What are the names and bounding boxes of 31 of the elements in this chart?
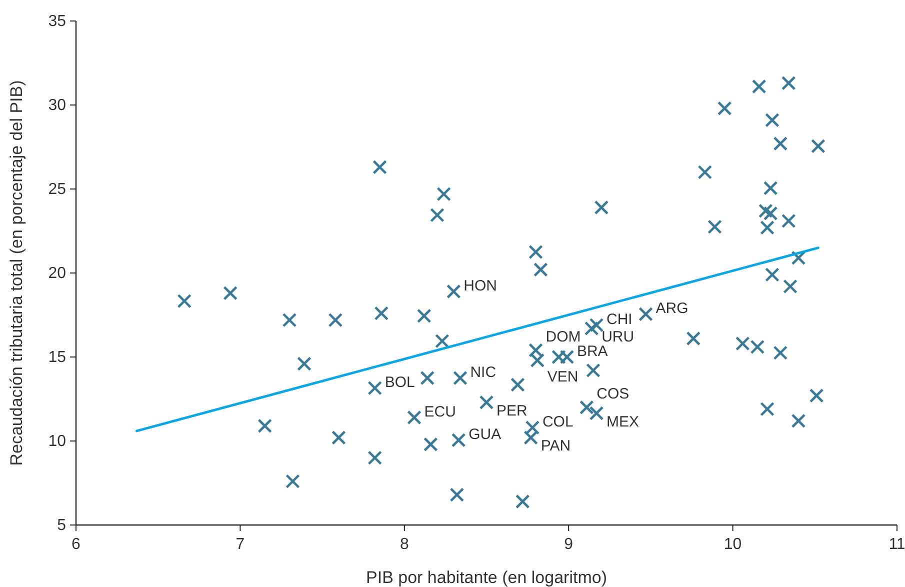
annotation: COL: [542, 414, 574, 431]
annotation: HON: [464, 277, 498, 294]
annotation: MEX: [606, 413, 640, 430]
y-tick-label: 30: [48, 97, 66, 114]
annotation: NIC: [470, 364, 496, 381]
annotation: GUA: [468, 426, 502, 444]
annotation: DOM: [546, 328, 581, 346]
x-tick-label: 6: [72, 536, 81, 553]
y-tick-label: 15: [48, 349, 66, 366]
annotation: URU: [602, 328, 634, 346]
x-tick-label: 9: [564, 536, 574, 553]
annotation: PAN: [540, 438, 571, 455]
annotation: BRA: [576, 343, 608, 360]
y-tick-label: 35: [48, 13, 66, 30]
annotation: CHI: [606, 311, 632, 328]
annotation: PER: [496, 402, 528, 420]
annotation: BOL: [384, 374, 415, 392]
x-tick-label: 8: [400, 536, 409, 553]
y-tick-label: 20: [48, 265, 66, 282]
annotation: COS: [596, 385, 630, 402]
annotation: ECU: [424, 403, 456, 420]
x-axis-title: PIB por habitante (en logaritmo): [366, 568, 607, 587]
annotation: VEN: [547, 368, 578, 386]
y-tick-label: 5: [57, 517, 66, 534]
y-axis-title: Recaudación tributaria total (en porcentaje del PIB): [7, 80, 26, 466]
y-tick-label: 25: [48, 181, 66, 198]
y-tick-label: 10: [48, 433, 66, 450]
x-tick-label: 10: [724, 536, 742, 553]
x-tick-label: 11: [888, 536, 905, 553]
x-tick-label: 7: [236, 536, 245, 553]
annotation: ARG: [656, 300, 688, 318]
